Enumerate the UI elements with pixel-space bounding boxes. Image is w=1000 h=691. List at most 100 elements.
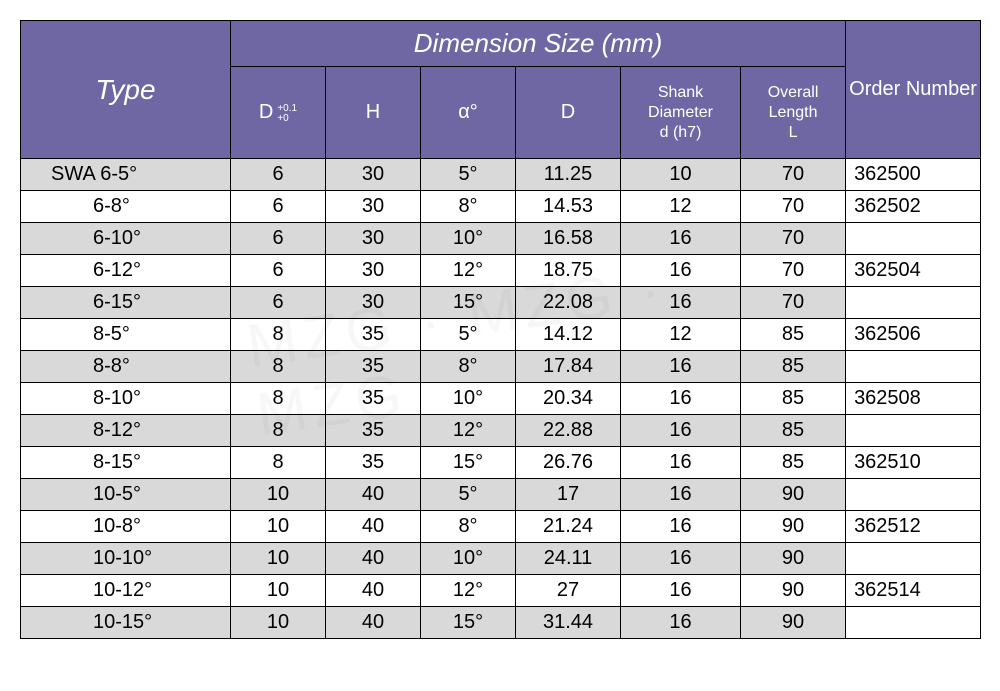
header-col-4: ShankDiameterd (h7): [621, 67, 741, 159]
cell-h: 35: [326, 383, 421, 415]
spec-table: Type Dimension Size (mm) Order Number D+…: [20, 20, 981, 639]
header-col-5: OverallLengthL: [741, 67, 846, 159]
table-row: 6-12°63012°18.751670362504: [21, 255, 981, 287]
cell-shank: 16: [621, 415, 741, 447]
cell-d-small: 6: [231, 159, 326, 191]
cell-d-big: 16.58: [516, 223, 621, 255]
table-row: 10-15°104015°31.441690: [21, 607, 981, 639]
cell-type: 10-10°: [21, 543, 231, 575]
table-row: 8-12°83512°22.881685: [21, 415, 981, 447]
cell-d-small: 10: [231, 543, 326, 575]
cell-h: 40: [326, 479, 421, 511]
cell-type: 8-8°: [21, 351, 231, 383]
cell-h: 30: [326, 287, 421, 319]
cell-order: [846, 351, 981, 383]
cell-shank: 16: [621, 479, 741, 511]
cell-length: 70: [741, 287, 846, 319]
cell-alpha: 8°: [421, 191, 516, 223]
cell-d-big: 22.88: [516, 415, 621, 447]
cell-type: 8-5°: [21, 319, 231, 351]
cell-alpha: 15°: [421, 607, 516, 639]
table-row: 6-15°63015°22.081670: [21, 287, 981, 319]
cell-d-big: 14.12: [516, 319, 621, 351]
cell-type: 8-10°: [21, 383, 231, 415]
cell-type: 10-12°: [21, 575, 231, 607]
cell-length: 85: [741, 447, 846, 479]
cell-d-big: 27: [516, 575, 621, 607]
cell-d-big: 11.25: [516, 159, 621, 191]
cell-type: 8-12°: [21, 415, 231, 447]
cell-type: 10-15°: [21, 607, 231, 639]
cell-length: 90: [741, 543, 846, 575]
cell-alpha: 5°: [421, 479, 516, 511]
cell-length: 90: [741, 511, 846, 543]
cell-d-big: 22.08: [516, 287, 621, 319]
cell-shank: 10: [621, 159, 741, 191]
header-col-0: D+0.1+0: [231, 67, 326, 159]
cell-order: [846, 543, 981, 575]
cell-h: 30: [326, 159, 421, 191]
cell-alpha: 5°: [421, 159, 516, 191]
cell-length: 85: [741, 415, 846, 447]
cell-d-small: 8: [231, 383, 326, 415]
table-row: 6-8°6308°14.531270362502: [21, 191, 981, 223]
cell-shank: 16: [621, 607, 741, 639]
cell-d-small: 6: [231, 191, 326, 223]
cell-h: 35: [326, 447, 421, 479]
cell-alpha: 5°: [421, 319, 516, 351]
cell-alpha: 12°: [421, 415, 516, 447]
header-col-2: α°: [421, 67, 516, 159]
cell-order: 362508: [846, 383, 981, 415]
table-container: Type Dimension Size (mm) Order Number D+…: [20, 20, 980, 639]
cell-alpha: 10°: [421, 223, 516, 255]
cell-d-small: 6: [231, 255, 326, 287]
cell-shank: 16: [621, 223, 741, 255]
cell-length: 90: [741, 479, 846, 511]
cell-length: 70: [741, 255, 846, 287]
cell-order: 362504: [846, 255, 981, 287]
cell-d-big: 24.11: [516, 543, 621, 575]
cell-alpha: 8°: [421, 511, 516, 543]
table-row: 8-10°83510°20.341685362508: [21, 383, 981, 415]
cell-order: [846, 223, 981, 255]
cell-shank: 16: [621, 351, 741, 383]
cell-alpha: 12°: [421, 255, 516, 287]
cell-alpha: 12°: [421, 575, 516, 607]
cell-order: 362502: [846, 191, 981, 223]
cell-alpha: 10°: [421, 543, 516, 575]
cell-order: [846, 415, 981, 447]
cell-order: [846, 479, 981, 511]
cell-type: 10-5°: [21, 479, 231, 511]
cell-length: 70: [741, 191, 846, 223]
cell-type: 8-15°: [21, 447, 231, 479]
cell-order: [846, 287, 981, 319]
header-type: Type: [21, 21, 231, 159]
cell-type: 6-10°: [21, 223, 231, 255]
cell-d-small: 8: [231, 447, 326, 479]
cell-h: 35: [326, 415, 421, 447]
cell-d-big: 31.44: [516, 607, 621, 639]
cell-d-small: 10: [231, 479, 326, 511]
cell-d-small: 6: [231, 287, 326, 319]
cell-length: 70: [741, 223, 846, 255]
cell-h: 35: [326, 351, 421, 383]
cell-type: 6-15°: [21, 287, 231, 319]
cell-length: 90: [741, 607, 846, 639]
cell-h: 35: [326, 319, 421, 351]
header-order: Order Number: [846, 21, 981, 159]
header-col-3: D: [516, 67, 621, 159]
cell-shank: 16: [621, 575, 741, 607]
cell-h: 30: [326, 255, 421, 287]
table-row: 10-8°10408°21.241690362512: [21, 511, 981, 543]
cell-h: 40: [326, 607, 421, 639]
cell-d-small: 10: [231, 607, 326, 639]
cell-shank: 16: [621, 383, 741, 415]
cell-d-big: 18.75: [516, 255, 621, 287]
table-row: 10-10°104010°24.111690: [21, 543, 981, 575]
cell-shank: 12: [621, 191, 741, 223]
cell-length: 85: [741, 383, 846, 415]
cell-order: 362506: [846, 319, 981, 351]
cell-d-small: 8: [231, 319, 326, 351]
table-row: 10-12°104012°271690362514: [21, 575, 981, 607]
cell-h: 40: [326, 511, 421, 543]
